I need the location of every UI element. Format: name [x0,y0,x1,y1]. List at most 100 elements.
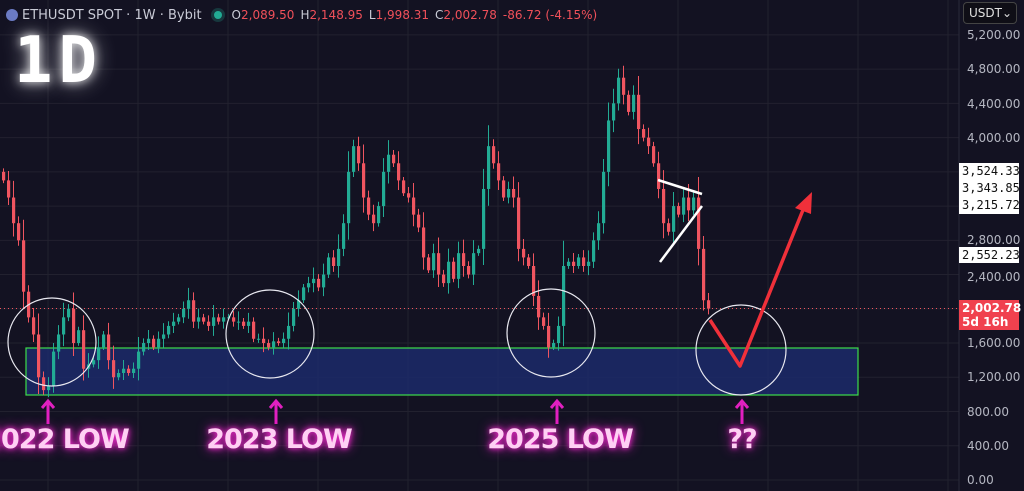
candle [497,151,501,190]
candle [67,304,71,322]
candle-body [702,248,706,301]
symbol-title[interactable]: ETHUSDT SPOT · 1W · Bybit [22,7,202,23]
candle-body [262,338,266,344]
circle-projected-low [695,304,787,396]
candle [567,258,571,269]
candle [307,276,311,293]
candle [372,204,376,232]
arrow-up-icon [734,398,750,424]
candle-body [582,257,586,266]
candle-body [12,197,16,224]
currency-select[interactable]: USDT ⌄ [963,2,1017,24]
candle [542,312,546,330]
candle-body [472,253,476,275]
level-label: 3,343.85 [959,180,1020,196]
candle-body [697,197,701,249]
candle-body [592,240,596,262]
candle-body [507,188,511,198]
candle-body [187,300,191,309]
candle [282,332,286,349]
candle [672,191,676,244]
candle [82,315,86,381]
candle [352,139,356,177]
candle [382,158,386,218]
ohlc-change: -86.72 (-4.15%) [503,8,597,22]
candle [547,312,551,358]
candle [507,181,511,204]
label-2022-low: 2022 LOW [0,424,130,455]
candle [422,212,426,270]
candle [317,274,321,292]
candle [502,176,506,201]
candle [527,254,531,269]
candle [452,257,456,283]
candle [562,240,566,347]
currency-value: USDT [969,6,1002,20]
candle [522,239,526,266]
candle [327,253,331,278]
candle-body [352,146,356,172]
candle-body [252,321,256,339]
candle-body [372,214,376,224]
candle-body [367,197,371,215]
candle-body [122,368,126,373]
candle-body [672,206,676,232]
candle [287,312,291,350]
candle [152,335,156,351]
candle [42,371,46,395]
candle-body [42,377,46,391]
candle-body [707,300,711,309]
current-price-badge: 2,002.78 5d 16h [959,300,1021,330]
candle-body [547,325,551,348]
candle [242,318,246,329]
candle-body [332,257,336,266]
ohlc-open: O2,089.50 [232,8,295,22]
candle [252,317,256,343]
candle [97,336,101,369]
low-label: L [368,8,376,22]
candle [602,159,606,234]
candle [432,243,436,278]
candle [652,141,656,167]
candle [217,313,221,325]
candle-body [427,257,431,271]
candle-body [692,197,696,211]
projection-arrow [708,192,812,368]
candle [407,187,411,203]
axis-tick: 4,400.00 [967,97,1021,111]
candle [357,136,361,171]
candle-body [177,317,181,322]
candle-body [617,77,621,104]
candle-body [632,94,636,112]
candle-body [107,334,111,361]
axis-tick: 5,200.00 [967,28,1021,42]
axis-tick: 2,400.00 [967,270,1021,284]
candle [157,331,161,354]
candle-body [182,308,186,318]
candle [112,345,116,389]
axis-tick: 2,800.00 [967,233,1021,247]
axis-tick: 4,000.00 [967,131,1021,145]
candle-body [277,341,281,344]
candle-body [442,274,446,284]
candle-body [82,330,86,369]
candle [77,326,81,346]
candle [257,333,261,343]
candle-body [132,368,136,373]
bar-countdown: 5d 16h [962,315,1009,329]
candle-body [287,325,291,339]
candle-body [242,321,246,326]
arrow-up-icon [40,398,56,424]
candle [337,234,341,278]
candle [52,343,56,393]
candle-body [342,223,346,249]
candle-body [447,261,451,284]
candle [12,180,16,237]
close-value: 2,002.78 [443,8,497,22]
high-label: H [300,8,310,22]
candle [122,359,126,381]
ohlc-low: L1,998.31 [369,8,429,22]
candle-body [662,188,666,224]
candle-body [512,188,516,198]
